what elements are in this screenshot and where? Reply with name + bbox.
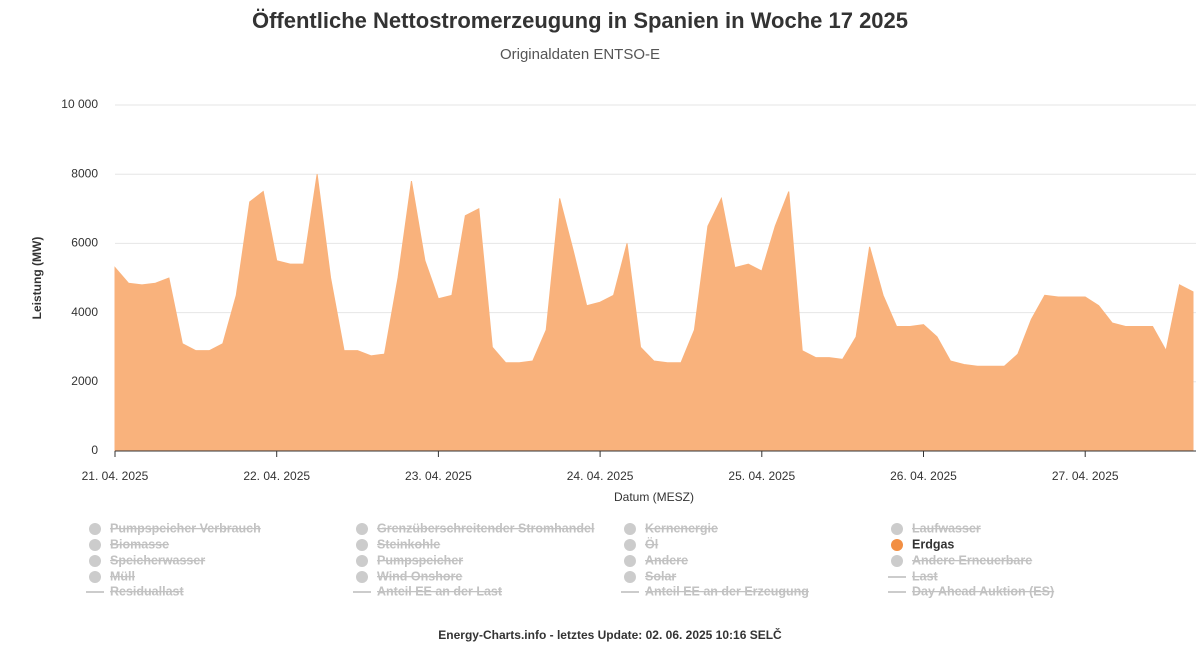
- legend-marker: [89, 555, 101, 567]
- x-tick-label: 23. 04. 2025: [405, 469, 472, 483]
- y-tick-label: 10 000: [61, 97, 98, 111]
- legend-label: Pumpspeicher: [377, 553, 463, 567]
- legend-label: Anteil EE an der Erzeugung: [645, 584, 809, 598]
- legend-label: Solar: [645, 569, 676, 583]
- y-tick-label: 2000: [71, 374, 98, 388]
- legend-label: Andere Erneuerbare: [912, 553, 1032, 567]
- legend-marker: [89, 539, 101, 551]
- legend-marker: [624, 523, 636, 535]
- legend-label: Steinkohle: [377, 537, 440, 551]
- legend-label: Andere: [645, 553, 688, 567]
- x-tick-label: 26. 04. 2025: [890, 469, 957, 483]
- legend-label: Wind Onshore: [377, 569, 462, 583]
- legend-label: Day Ahead Auktion (ES): [912, 584, 1054, 598]
- legend-label: Müll: [110, 569, 135, 583]
- legend-label: Anteil EE an der Last: [377, 584, 503, 598]
- legend-marker: [356, 539, 368, 551]
- y-tick-label: 6000: [71, 236, 98, 250]
- x-tick-label: 22. 04. 2025: [243, 469, 310, 483]
- legend-marker: [356, 571, 368, 583]
- legend-label: Biomasse: [110, 537, 169, 551]
- legend-marker: [624, 555, 636, 567]
- x-tick-label: 27. 04. 2025: [1052, 469, 1119, 483]
- legend-marker: [891, 523, 903, 535]
- legend-label: Öl: [645, 536, 658, 551]
- legend-label: Kernenergie: [645, 521, 718, 535]
- legend-marker: [624, 539, 636, 551]
- x-tick-label: 24. 04. 2025: [567, 469, 634, 483]
- legend-marker: [624, 571, 636, 583]
- chart-title: Öffentliche Nettostromerzeugung in Spani…: [252, 8, 908, 33]
- legend-marker: [89, 571, 101, 583]
- legend-label: Speicherwasser: [110, 553, 205, 567]
- legend-marker: [356, 555, 368, 567]
- area: [114, 174, 1194, 452]
- x-axis-title: Datum (MESZ): [614, 490, 694, 504]
- chart-subtitle: Originaldaten ENTSO-E: [500, 46, 660, 63]
- legend-marker: [356, 523, 368, 535]
- legend-label: Laufwasser: [912, 521, 981, 535]
- legend-label: Grenzüberschreitender Stromhandel: [377, 521, 594, 535]
- legend-label: Last: [912, 569, 939, 583]
- legend-label: Erdgas: [912, 537, 954, 551]
- y-tick-label: 0: [91, 443, 98, 457]
- legend-marker: [891, 555, 903, 567]
- y-axis-title: Leistung (MW): [30, 237, 44, 320]
- legend-label: Pumpspeicher Verbrauch: [110, 521, 261, 535]
- legend-label: Residuallast: [110, 584, 184, 598]
- x-tick-label: 21. 04. 2025: [82, 469, 149, 483]
- y-tick-label: 8000: [71, 166, 98, 180]
- legend-marker: [891, 539, 903, 551]
- x-tick-label: 25. 04. 2025: [728, 469, 795, 483]
- credit: Energy-Charts.info - letztes Update: 02.…: [438, 627, 782, 642]
- legend-marker: [89, 523, 101, 535]
- y-tick-label: 4000: [71, 305, 98, 319]
